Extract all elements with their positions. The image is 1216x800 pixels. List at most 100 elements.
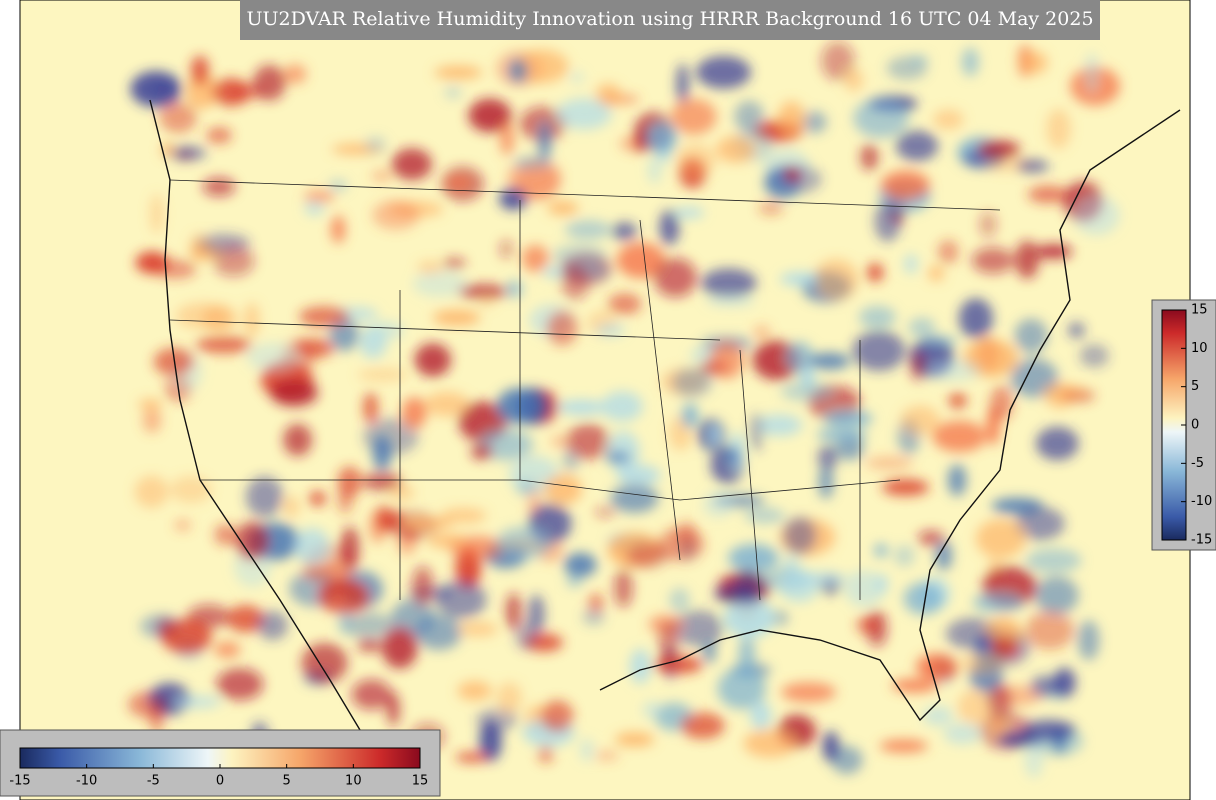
field-blob [365,136,387,153]
field-blob [432,309,481,326]
field-blob [159,101,197,134]
field-blob [253,64,286,101]
field-blob [214,523,237,546]
field-blob [975,518,1026,559]
field-blob [1027,185,1070,204]
field-blob [724,598,775,638]
field-blob [424,391,470,417]
field-blob [910,351,926,382]
field-blob [499,121,515,156]
field-blob [783,167,801,183]
field-blob [716,135,756,163]
field-blob [414,343,452,377]
field-blob [874,543,888,558]
field-blob [823,411,873,427]
field-blob [595,323,626,337]
field-blob [771,610,789,626]
field-blob [475,707,519,732]
field-blob [785,341,814,373]
field-blob [756,414,803,437]
field-blob [989,385,1013,421]
field-blob [303,190,335,203]
field-blob [818,465,834,499]
field-blob [538,744,554,764]
field-blob [1022,719,1076,741]
field-blob [496,526,552,560]
field-blob [979,211,997,238]
field-blob [813,259,859,300]
field-blob [990,717,1006,737]
field-blob [386,692,400,727]
field-blob [566,423,610,460]
field-blob [702,640,716,664]
field-blob [270,379,319,407]
field-blob [508,58,528,83]
field-blob [542,267,565,278]
field-blob [544,474,583,505]
field-blob [614,732,655,747]
field-blob [457,681,492,701]
field-blob [634,127,649,152]
field-blob [331,215,346,244]
field-blob [514,49,569,84]
field-blob [1068,322,1085,339]
field-blob [681,403,699,429]
field-blob [380,509,405,531]
humidity-field [128,41,1120,778]
field-blob [1042,384,1089,399]
field-blob [777,101,806,137]
field-blob [758,201,784,215]
field-blob [351,679,392,710]
field-blob [903,582,944,615]
field-blob [227,605,265,633]
field-blob [167,146,207,161]
field-blob [895,130,939,162]
field-blob [1046,108,1071,150]
field-blob [149,697,165,734]
field-blob [1016,159,1050,173]
field-blob [972,592,1024,613]
field-blob [669,587,690,613]
field-blob [1034,244,1073,259]
field-blob [701,268,757,298]
field-blob [1035,426,1079,461]
field-blob [566,574,583,588]
colorbar-tick-label: 10 [1191,341,1208,356]
field-blob [412,566,434,606]
field-blob [673,207,705,219]
colorbar-tick-label: 5 [283,774,291,789]
field-blob [579,738,594,762]
field-blob [642,701,662,718]
field-blob [734,569,764,606]
field-blob [283,495,300,518]
field-blob [477,295,496,308]
field-blob [309,491,327,507]
field-blob [947,464,967,497]
field-blob [1020,51,1048,75]
field-blob [937,239,959,264]
field-blob [294,527,330,566]
colorbar-tick-label: 10 [345,774,362,789]
field-blob [1053,667,1076,698]
field-blob [342,612,395,639]
field-blob [749,701,772,730]
field-blob [1085,52,1099,94]
field-blob [844,570,885,607]
field-blob [858,306,897,329]
field-blob [565,220,612,240]
field-blob [976,140,1021,158]
field-blob [471,444,493,460]
field-blob [816,427,867,442]
field-blob [908,317,936,338]
field-blob [499,239,514,259]
field-blob [1015,240,1040,279]
field-blob [915,653,957,681]
field-blob [337,488,354,514]
field-blob [601,391,643,422]
field-blob [546,310,578,346]
field-blob [588,592,604,613]
title-box [240,0,1100,40]
field-blob [866,263,884,282]
field-blob [514,621,536,650]
field-blob [830,745,863,775]
